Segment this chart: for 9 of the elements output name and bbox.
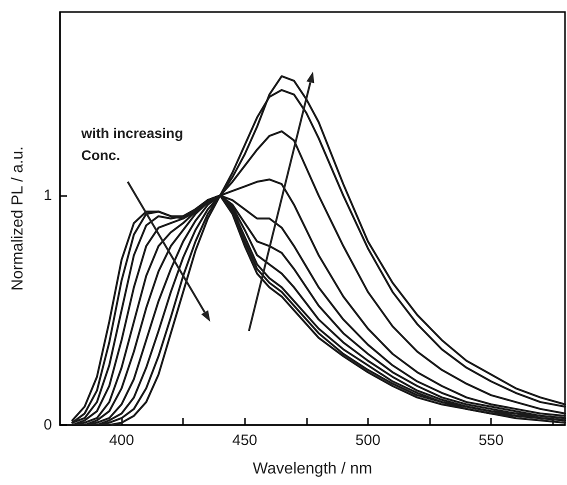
y-tick-label: 0 — [44, 416, 52, 434]
annotation: with increasing Conc. — [80, 125, 188, 164]
y-tick-label: 1 — [44, 187, 52, 204]
x-axis-title: Wavelength / nm — [252, 460, 372, 478]
x-tick-label: 450 — [232, 432, 258, 449]
y-axis-title: Normalized PL / a.u. — [10, 146, 26, 291]
x-tick-label: 400 — [109, 432, 134, 449]
x-tick-label: 550 — [478, 432, 504, 449]
x-tick-label: 500 — [355, 432, 380, 449]
